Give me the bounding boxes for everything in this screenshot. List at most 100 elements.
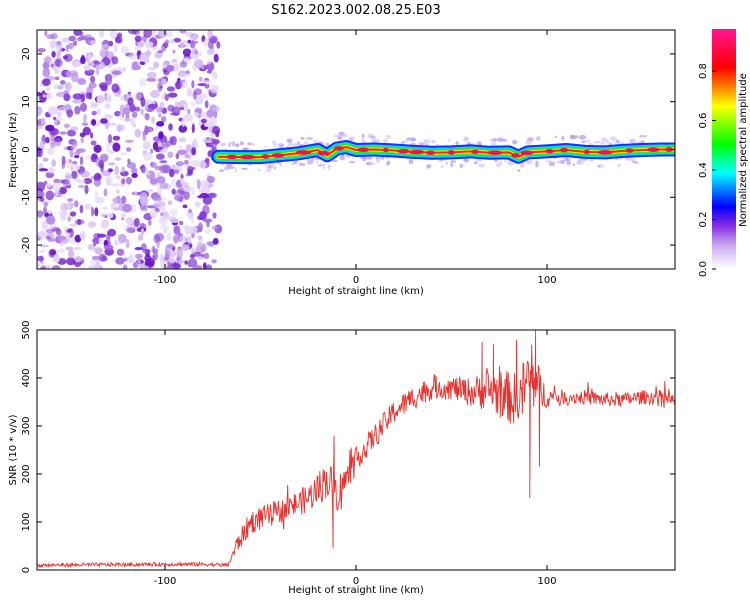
noise-blob <box>43 56 52 65</box>
halo-blob <box>431 139 436 144</box>
halo-blob <box>463 136 470 142</box>
halo-blob <box>564 158 571 162</box>
noise-blob <box>94 61 101 65</box>
noise-blob <box>209 84 220 94</box>
noise-blob <box>143 151 153 161</box>
noise-blob <box>197 222 203 233</box>
noise-blob <box>47 225 56 230</box>
snr-y-label: SNR (10 * v/v) <box>8 414 19 485</box>
signal-peak <box>559 147 569 153</box>
halo-blob <box>232 141 235 147</box>
noise-blob <box>115 175 121 180</box>
halo-blob <box>264 145 268 148</box>
snr-y-tick-label: 0 <box>21 567 32 573</box>
noise-blob <box>51 159 57 168</box>
noise-blob <box>37 124 43 130</box>
noise-blob <box>96 94 105 104</box>
noise-blob <box>41 265 46 269</box>
noise-blob <box>197 256 206 260</box>
noise-blob <box>77 77 87 86</box>
halo-blob <box>348 136 356 140</box>
noise-blob <box>128 53 138 61</box>
halo-blob <box>617 163 621 168</box>
noise-blob <box>178 79 186 83</box>
noise-blob <box>165 39 169 45</box>
noise-blob <box>191 123 195 134</box>
noise-blob <box>49 40 58 47</box>
noise-blob <box>100 219 110 229</box>
noise-blob <box>65 246 73 251</box>
halo-blob <box>423 139 428 145</box>
noise-blob <box>205 63 213 69</box>
halo-blob <box>579 134 586 140</box>
noise-blob <box>67 216 72 222</box>
noise-blob <box>179 235 188 244</box>
noise-blob <box>146 171 151 176</box>
spectrogram-y-tick-label: 20 <box>21 48 32 61</box>
halo-blob <box>273 166 276 170</box>
noise-blob <box>197 83 207 87</box>
noise-blob <box>187 109 191 114</box>
halo-blob <box>341 134 349 138</box>
noise-blob <box>60 210 68 217</box>
noise-blob <box>166 232 172 242</box>
noise-blob <box>157 185 163 196</box>
noise-blob <box>64 226 68 233</box>
noise-blob <box>169 208 178 217</box>
noise-blob <box>60 202 68 212</box>
signal-peak <box>239 154 256 160</box>
halo-blob <box>264 163 267 168</box>
noise-blob <box>191 80 195 89</box>
noise-blob <box>155 124 159 130</box>
noise-blob <box>67 42 74 50</box>
noise-blob <box>153 234 160 244</box>
noise-blob <box>173 234 179 244</box>
halo-blob <box>455 141 459 146</box>
halo-blob <box>570 135 575 140</box>
halo-blob <box>610 136 617 141</box>
noise-blob <box>103 206 108 211</box>
noise-blob <box>112 135 121 141</box>
noise-blob <box>158 131 164 140</box>
noise-blob <box>84 65 91 71</box>
noise-blob <box>104 93 112 103</box>
noise-blob <box>122 66 127 72</box>
noise-blob <box>125 176 132 185</box>
snr-axes: -100 0 100 0 100 200 300 400 500 <box>21 320 675 587</box>
noise-blob <box>45 215 56 225</box>
noise-blob <box>121 212 126 219</box>
signal-peak <box>333 146 344 151</box>
halo-blob <box>334 134 338 138</box>
noise-blob <box>85 92 92 100</box>
noise-blob <box>61 155 66 165</box>
noise-blob <box>104 73 113 82</box>
halo-blob <box>386 160 391 165</box>
halo-blob <box>628 158 636 162</box>
noise-blob <box>124 139 134 143</box>
noise-blob <box>96 108 102 115</box>
spectrogram-y-tick-label: 0 <box>21 146 32 152</box>
noise-blob <box>63 123 71 129</box>
noise-blob <box>203 179 210 188</box>
halo-blob <box>219 169 224 173</box>
colorbar-tick-label: 0.0 <box>698 261 709 277</box>
noise-blob <box>74 154 80 159</box>
noise-blob <box>56 117 64 121</box>
noise-blob <box>150 148 154 154</box>
halo-blob <box>298 162 306 166</box>
noise-blob <box>200 243 207 252</box>
noise-blob <box>120 46 129 54</box>
noise-blob <box>125 216 134 225</box>
noise-blob <box>213 53 219 63</box>
noise-blob <box>55 44 64 51</box>
signal-peak <box>426 150 435 155</box>
halo-blob <box>361 138 364 141</box>
colorbar-gradient <box>712 29 736 269</box>
halo-blob <box>644 134 647 138</box>
noise-blob <box>41 220 48 230</box>
noise-blob <box>78 184 85 189</box>
noise-blob <box>161 78 167 85</box>
noise-blob <box>40 244 50 248</box>
halo-blob <box>572 135 579 139</box>
noise-blob <box>70 202 74 208</box>
